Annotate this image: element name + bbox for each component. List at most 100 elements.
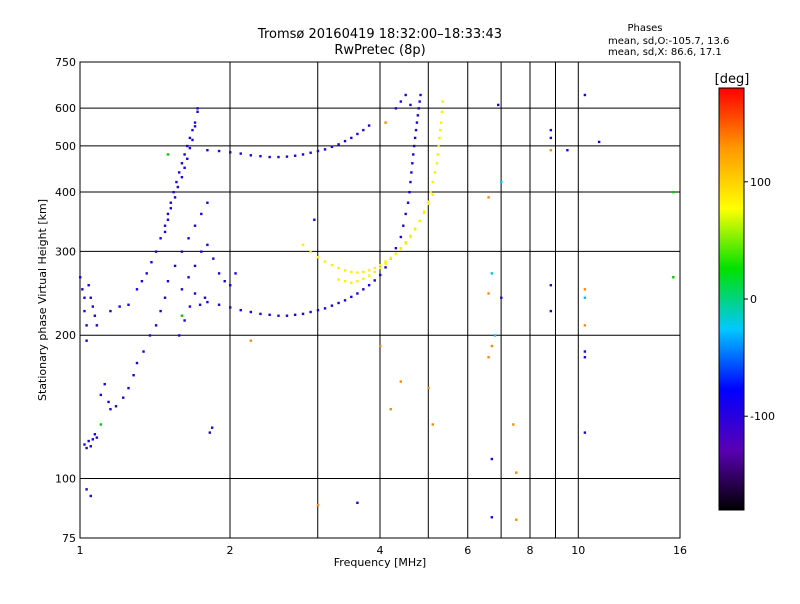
data-point	[439, 121, 443, 124]
data-point	[217, 149, 221, 153]
data-point	[487, 356, 490, 359]
y-tick-label: 200	[55, 329, 76, 342]
data-points	[79, 93, 675, 521]
data-point	[127, 303, 130, 306]
data-point	[418, 100, 421, 103]
data-point	[404, 240, 407, 244]
data-point	[180, 250, 184, 253]
data-point	[549, 309, 553, 313]
data-point	[404, 212, 407, 216]
data-point	[85, 446, 88, 450]
data-point	[239, 152, 242, 155]
data-point	[379, 344, 382, 348]
x-axis-label: Frequency [MHz]	[334, 556, 426, 569]
legend-line-x: mean, sd,X: 86.6, 17.1	[608, 47, 722, 58]
data-point	[118, 305, 121, 308]
data-point	[316, 149, 320, 153]
data-point	[436, 153, 440, 156]
data-point	[93, 314, 97, 317]
data-point	[166, 212, 170, 216]
data-point	[417, 107, 420, 110]
data-point	[316, 256, 320, 259]
data-point	[399, 380, 403, 383]
data-point	[249, 154, 253, 157]
data-point	[301, 312, 305, 316]
data-point	[191, 138, 194, 142]
data-point	[367, 269, 371, 272]
colorbar: [deg] -100 0 100	[715, 72, 775, 511]
data-point	[109, 407, 112, 411]
data-point	[412, 153, 415, 156]
data-point	[323, 260, 327, 263]
y-tick-label: 75	[62, 532, 76, 545]
data-point	[166, 280, 170, 283]
data-point	[404, 242, 407, 245]
y-tick-label: 300	[55, 245, 76, 258]
y-tick-label: 600	[55, 102, 76, 115]
data-point	[203, 296, 207, 299]
data-point	[431, 193, 434, 196]
data-point	[200, 212, 203, 216]
x-tick-label: 2	[227, 544, 234, 557]
data-point	[229, 151, 232, 154]
data-point	[549, 136, 553, 140]
data-point	[135, 361, 139, 365]
data-point	[206, 300, 209, 304]
data-point	[81, 288, 84, 291]
data-point	[193, 264, 197, 268]
x-tick-label: 10	[571, 544, 585, 557]
data-point	[91, 305, 95, 308]
data-point	[549, 128, 553, 132]
data-point	[350, 295, 353, 299]
data-point	[259, 154, 262, 158]
data-point	[196, 107, 199, 110]
data-point	[362, 270, 365, 274]
data-point	[163, 230, 167, 234]
data-point	[142, 350, 145, 353]
data-point	[212, 257, 215, 260]
data-point	[431, 180, 434, 184]
data-point	[414, 128, 418, 132]
data-point	[416, 114, 420, 117]
x-tick-label: 6	[464, 544, 471, 557]
data-point	[343, 299, 347, 302]
y-tick-label: 750	[55, 56, 76, 69]
data-point	[373, 270, 376, 274]
data-point	[490, 272, 494, 275]
data-point	[323, 307, 327, 310]
data-point	[409, 234, 412, 237]
y-axis-label: Stationary phase Virtual Height [km]	[36, 199, 49, 401]
data-point	[239, 308, 242, 312]
data-point	[399, 100, 403, 103]
data-point	[402, 224, 405, 227]
x-tick-label: 8	[527, 544, 534, 557]
colorbar-label: [deg]	[715, 72, 750, 87]
data-point	[496, 103, 500, 107]
data-point	[87, 284, 90, 287]
legend-line-o: mean, sd,O:-105.7, 13.6	[608, 36, 729, 47]
data-point	[159, 237, 162, 240]
data-point	[180, 314, 184, 317]
data-point	[583, 356, 587, 359]
data-point	[206, 201, 209, 204]
data-point	[316, 503, 320, 507]
data-point	[223, 280, 226, 283]
data-point	[440, 110, 444, 114]
data-point	[672, 190, 675, 194]
data-point	[487, 196, 490, 199]
data-point	[384, 266, 387, 269]
data-point	[337, 278, 340, 281]
data-point	[350, 136, 353, 140]
data-point	[176, 185, 180, 189]
data-point	[583, 93, 587, 97]
data-point	[409, 235, 412, 239]
data-point	[85, 324, 88, 327]
data-point	[337, 301, 340, 305]
y-tick-label: 500	[55, 140, 76, 153]
data-point	[301, 243, 305, 247]
data-point	[277, 155, 280, 159]
data-point	[429, 190, 432, 194]
data-point	[356, 501, 359, 505]
data-point	[427, 202, 430, 206]
